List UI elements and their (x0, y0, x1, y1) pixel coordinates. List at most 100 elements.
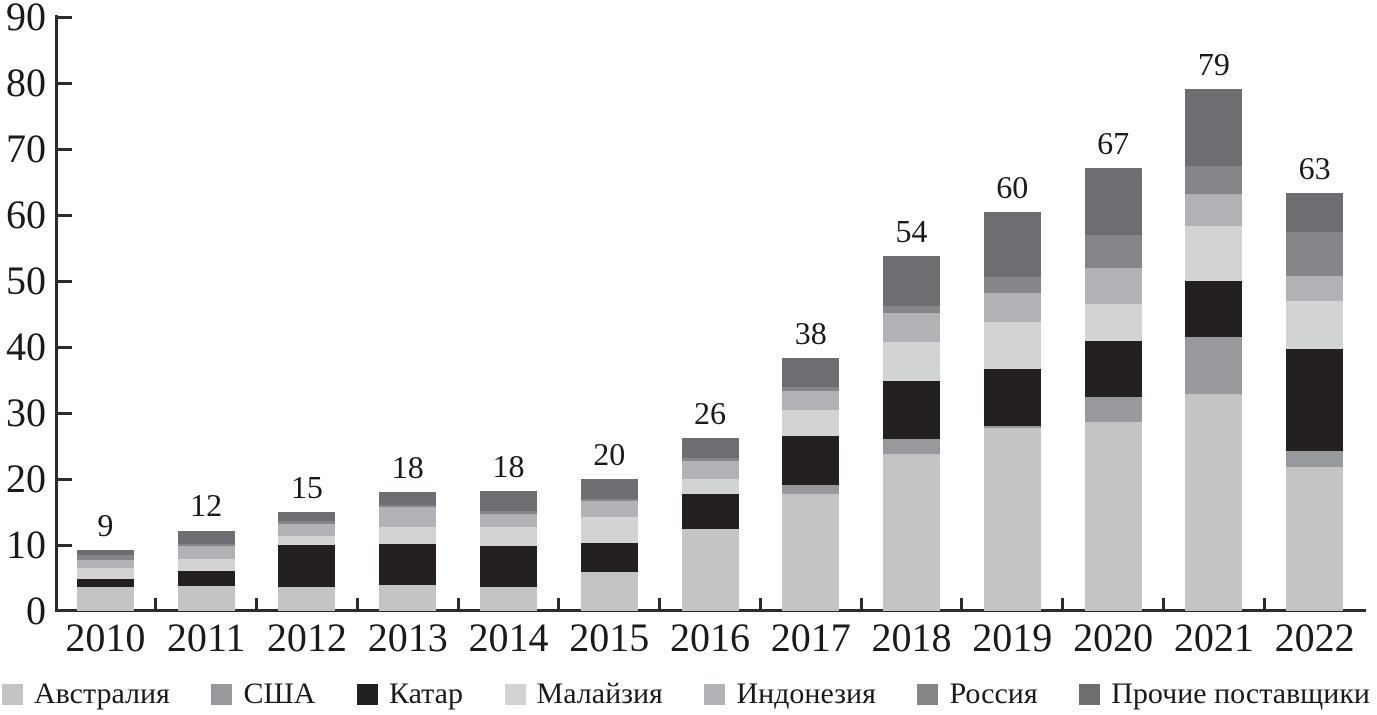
bar-segment-2018 (883, 380, 941, 440)
x-tick-mark (1061, 598, 1065, 611)
bar-total-label: 18 (391, 449, 424, 486)
bar-segment-2022 (1286, 300, 1344, 349)
x-tick-label: 2014 (468, 615, 549, 660)
bar-segment-2015 (580, 479, 638, 500)
bar-segment-2020 (1084, 341, 1142, 398)
y-tick-mark (58, 345, 72, 349)
bar-segment-2021 (1185, 166, 1243, 194)
bar-segment-2014 (479, 511, 537, 514)
x-tick-label: 2016 (670, 615, 750, 660)
legend-label: Австралия (34, 677, 170, 710)
y-tick-mark (58, 411, 72, 415)
bar-segment-2018 (883, 342, 941, 381)
x-tick-label: 2019 (972, 615, 1053, 660)
y-tick-mark (58, 543, 72, 547)
bar-segment-2010 (76, 550, 134, 555)
legend-swatch-icon (1079, 683, 1101, 705)
bar-segment-2013 (379, 543, 437, 586)
legend-item: Австралия (2, 677, 170, 711)
bar-segment-2012 (278, 512, 336, 522)
bar-segment-2018 (883, 255, 941, 307)
bar-segment-2019 (983, 212, 1041, 278)
bar-segment-2020 (1084, 397, 1142, 422)
bar-total-label: 67 (1097, 125, 1130, 162)
x-tick-label: 2021 (1173, 615, 1254, 660)
bar-segment-2015 (580, 516, 638, 544)
legend-swatch-icon (2, 683, 23, 705)
y-tick-label: 80 (6, 60, 46, 105)
bar-segment-2019 (983, 425, 1041, 428)
bar-segment-2011 (177, 585, 235, 611)
bar-segment-2019 (983, 277, 1041, 293)
x-tick-mark (255, 598, 259, 611)
x-tick-mark (154, 598, 158, 611)
y-tick-mark (58, 477, 72, 481)
bar-segment-2013 (379, 526, 437, 544)
x-tick-mark (859, 598, 863, 611)
x-tick-mark (557, 598, 561, 611)
y-tick-mark (58, 147, 72, 151)
bar-segment-2020 (1084, 421, 1142, 611)
bar-total-label: 12 (190, 487, 223, 524)
legend-label: Индонезия (736, 677, 876, 710)
bar-segment-2022 (1286, 349, 1344, 451)
y-tick-label: 20 (6, 456, 46, 501)
plot-area: 9 12 15 18 18 20 26 38 54 60 67 79 63 (55, 17, 1365, 611)
bar-segment-2017 (782, 386, 840, 391)
bar-segment-2013 (379, 505, 437, 508)
legend-swatch-icon (704, 683, 726, 705)
bar-segment-2016 (681, 438, 739, 458)
bar-segment-2021 (1185, 226, 1243, 281)
bar-segment-2013 (379, 492, 437, 506)
legend-label: США (243, 677, 316, 710)
bar-segment-2021 (1185, 193, 1243, 227)
y-tick-mark (58, 15, 72, 19)
bar-segment-2010 (76, 559, 134, 569)
bar-segment-2012 (278, 586, 336, 611)
bar-segment-2016 (681, 479, 739, 495)
bar-total-label: 38 (794, 315, 827, 352)
bar-segment-2012 (278, 521, 336, 524)
bar-segment-2021 (1185, 337, 1243, 394)
bar-segment-2015 (580, 543, 638, 573)
x-tick-label: 2017 (770, 615, 851, 660)
bar-segment-2020 (1084, 267, 1142, 305)
bar-segment-2010 (76, 587, 134, 611)
bar-segment-2017 (782, 409, 840, 437)
bar-segment-2018 (883, 439, 941, 454)
bar-total-label: 15 (290, 469, 323, 505)
bar-total-label: 26 (694, 395, 726, 432)
bar-segment-2013 (379, 585, 437, 611)
bar-segment-2019 (983, 321, 1041, 370)
bar-segment-2012 (278, 523, 336, 537)
bar-segment-2011 (177, 558, 235, 571)
x-tick-label: 2022 (1274, 615, 1355, 660)
bar-segment-2017 (782, 493, 840, 611)
x-tick-label: 2015 (569, 615, 650, 660)
legend-swatch-icon (504, 683, 526, 705)
x-tick-label: 2013 (367, 615, 448, 660)
bar-segment-2019 (983, 427, 1041, 611)
bar-segment-2017 (782, 390, 840, 410)
legend-swatch-icon (211, 683, 233, 705)
bar-segment-2022 (1286, 450, 1344, 468)
bar-segment-2018 (883, 306, 941, 314)
bar-segment-2016 (681, 457, 739, 461)
bar-segment-2017 (782, 484, 840, 494)
legend-swatch-icon (357, 683, 378, 705)
bar-segment-2017 (782, 436, 840, 485)
bar-segment-2017 (782, 358, 840, 387)
bar-segment-2012 (278, 536, 336, 545)
y-tick-mark (58, 81, 72, 85)
legend-label: Катар (389, 677, 463, 710)
bar-segment-2022 (1286, 276, 1344, 301)
bar-segment-2014 (479, 586, 537, 611)
bar-segment-2022 (1286, 192, 1344, 233)
x-tick-mark (1161, 598, 1165, 611)
y-tick-label: 70 (6, 126, 46, 171)
bar-segment-2020 (1084, 304, 1142, 342)
bar-total-label: 54 (895, 212, 928, 249)
chart-legend: Австралия США Катар Малайзия Индонезия Россия… (2, 677, 1370, 711)
bar-segment-2022 (1286, 232, 1344, 277)
